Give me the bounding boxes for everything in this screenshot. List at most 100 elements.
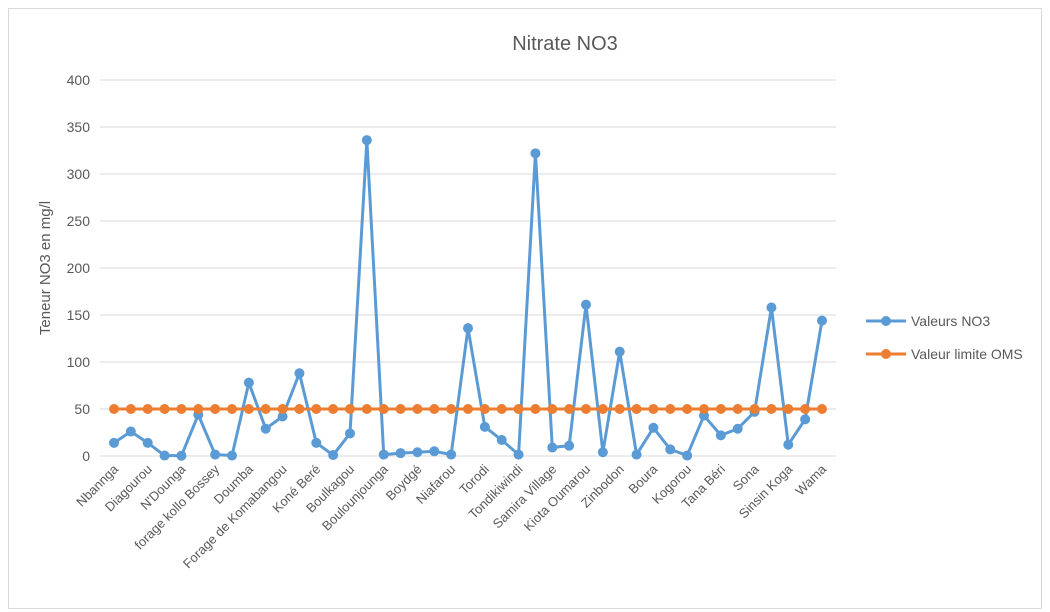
data-point [277,411,288,422]
data-point [361,135,372,146]
data-point [581,299,591,310]
data-point [581,404,591,414]
data-point [732,423,743,434]
y-tick-label: 350 [67,119,91,135]
data-point [125,426,136,437]
legend-label: Valeurs NO3 [911,313,990,329]
data-point [631,449,642,460]
data-point [159,450,170,461]
legend-label: Valeur limite OMS [911,346,1023,362]
data-point [463,323,473,334]
data-point [682,450,693,461]
data-point [227,404,237,414]
data-point [564,404,575,414]
data-point [479,421,490,432]
data-point [479,404,490,414]
data-point [817,315,827,326]
data-point [766,404,777,414]
data-point [800,404,811,414]
data-point [614,346,625,357]
y-tick-label: 150 [67,307,91,323]
data-point [176,450,187,461]
data-point [311,404,322,414]
data-point [395,404,406,414]
data-point [345,428,355,439]
y-axis-label: Teneur NO3 en mg/l [37,201,54,335]
y-tick-label: 100 [67,354,91,370]
data-point [193,404,204,414]
data-point [243,377,254,388]
y-tick-label: 0 [82,448,90,464]
data-point [227,450,237,461]
chart-frame [8,8,1042,609]
legend-marker [881,316,891,326]
data-point [631,404,642,414]
data-point [378,449,389,460]
data-point [109,404,119,414]
data-point [429,446,440,457]
data-point [159,404,170,414]
data-point [463,404,473,414]
data-point [715,430,726,441]
y-tick-label: 50 [74,401,90,417]
data-point [547,404,558,414]
data-point [142,437,153,448]
data-point [614,404,625,414]
data-point [800,414,811,425]
data-point [328,404,339,414]
legend-marker [881,349,891,359]
data-point [446,404,457,414]
data-point [513,404,524,414]
data-point [665,404,676,414]
y-tick-label: 300 [67,166,91,182]
data-point [395,448,406,459]
data-point [749,404,760,414]
data-point [564,440,575,451]
data-point [530,148,541,159]
data-point [412,447,423,458]
data-point [378,404,389,414]
data-point [210,404,221,414]
data-point [260,404,271,414]
data-point [597,404,608,414]
data-point [783,404,794,414]
data-point [109,437,119,448]
data-point [496,404,507,414]
data-point [597,447,608,458]
y-tick-label: 250 [67,213,91,229]
data-point [648,422,659,433]
y-tick-label: 400 [67,72,91,88]
data-point [311,437,322,448]
data-point [125,404,136,414]
data-point [665,444,676,455]
data-point [766,302,777,313]
data-point [530,404,541,414]
data-point [142,404,153,414]
data-point [496,435,507,446]
data-point [243,404,254,414]
data-point [294,404,305,414]
data-point [732,404,743,414]
data-point [513,449,524,460]
data-point [715,404,726,414]
y-tick-label: 200 [67,260,91,276]
data-point [699,404,709,414]
data-point [429,404,440,414]
data-point [446,449,457,460]
data-point [817,404,827,414]
data-point [361,404,372,414]
data-point [260,423,271,434]
data-point [682,404,693,414]
data-point [412,404,423,414]
data-point [783,439,794,450]
data-point [294,368,305,379]
data-point [328,450,339,461]
data-point [547,442,558,453]
data-point [176,404,187,414]
data-point [648,404,659,414]
data-point [210,449,221,460]
chart-title: Nitrate NO3 [512,33,618,55]
data-point [345,404,355,414]
data-point [277,404,288,414]
